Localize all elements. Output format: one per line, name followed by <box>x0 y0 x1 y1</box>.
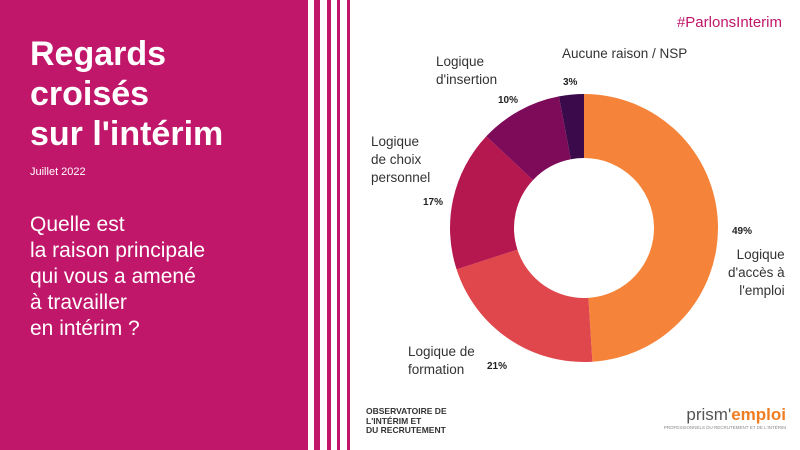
value-label-emploi: 49% <box>732 226 753 237</box>
page-title: Regards croisés sur l'intérim <box>30 34 300 154</box>
category-label-nsp: Aucune raison / NSP <box>562 46 688 61</box>
prismemploi-logo: prism'emploi PROFESSIONNELS DU RECRUTEME… <box>663 405 786 430</box>
value-label-nsp: 3% <box>563 77 578 88</box>
question-line: Quelle est <box>30 213 125 236</box>
hashtag: #ParlonsInterim <box>676 14 782 31</box>
category-label-choix: Logique de choix personnel <box>371 134 431 185</box>
category-label-insertion: Logique d'insertion <box>436 54 498 87</box>
question-line: la raison principale <box>30 239 206 262</box>
date-label: Juillet 2022 <box>30 166 86 178</box>
observatoire-logo: OBSERVATOIRE DE L'INTÉRIM ET DU RECRUTEM… <box>366 406 447 435</box>
slice-formation <box>456 249 593 362</box>
divider-stripe-1 <box>314 0 320 450</box>
question-line: à travailler <box>30 291 127 314</box>
title-line: sur l'intérim <box>30 115 224 153</box>
divider-stripe-4 <box>347 0 350 450</box>
question-line: en intérim ? <box>30 317 140 340</box>
slice-insertion <box>486 96 571 181</box>
value-label-choix: 17% <box>423 197 444 208</box>
question-line: qui vous a amené <box>30 265 196 288</box>
slice-choix <box>450 136 533 270</box>
value-label-formation: 21% <box>487 361 508 372</box>
question-text: Quelle est la raison principale qui vous… <box>30 212 300 342</box>
slice-emploi <box>584 94 719 362</box>
divider-stripe-3 <box>337 0 340 450</box>
title-panel <box>0 0 308 450</box>
title-line: croisés <box>30 75 150 113</box>
category-label-emploi: Logique d'accès à l'emploi <box>728 247 785 298</box>
category-label-formation: Logique de formation <box>408 344 475 377</box>
slice-nsp <box>558 94 584 160</box>
divider-stripe-2 <box>327 0 331 450</box>
title-line: Regards <box>30 35 167 73</box>
value-label-insertion: 10% <box>498 95 519 106</box>
